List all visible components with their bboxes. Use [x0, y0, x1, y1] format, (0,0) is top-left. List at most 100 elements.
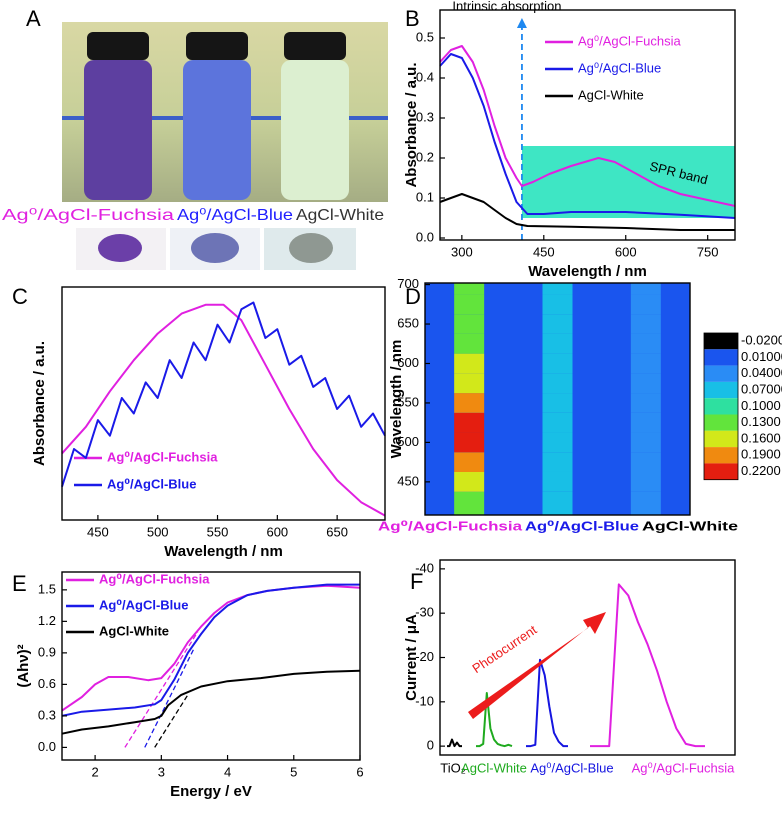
- y-tick-label: 0.2: [416, 149, 434, 164]
- heatmap-cell: [542, 333, 573, 354]
- colorbar-swatch: [704, 447, 738, 464]
- x-tick-label: 500: [147, 524, 169, 539]
- colorbar-label: 0.1000: [741, 398, 781, 413]
- panel-label: E: [12, 571, 27, 596]
- y-tick-label: 0: [427, 738, 434, 753]
- heatmap-cell: [542, 412, 573, 433]
- heatmap-cell: [454, 393, 485, 413]
- x-tick-label: 6: [356, 764, 363, 779]
- heatmap-cell: [630, 393, 661, 413]
- heatmap-cell: [454, 491, 485, 515]
- legend-label: Ag⁰/AgCl-Blue: [107, 476, 196, 491]
- heatmap-cell: [542, 471, 573, 492]
- x-tick-label: 600: [266, 524, 288, 539]
- heatmap-cell: [542, 491, 573, 515]
- tangent-line: [154, 694, 189, 748]
- y-tick-label: 0.3: [38, 707, 56, 722]
- heatmap-cell: [454, 333, 485, 354]
- series-line: [61, 301, 386, 488]
- heatmap-cell: [542, 314, 573, 334]
- legend-label: TiO₂: [440, 760, 466, 775]
- y-tick-label: 500: [397, 434, 419, 449]
- y-tick-label: 1.2: [38, 613, 56, 628]
- heatmap-cell: [630, 412, 661, 433]
- y-tick-label: 0.0: [416, 229, 434, 244]
- x-tick-label: 650: [326, 524, 348, 539]
- heatmap-cell: [454, 452, 485, 472]
- x-tick-label: Ag⁰/AgCl-Blue: [525, 518, 639, 533]
- series-line: [590, 583, 705, 748]
- heatmap-cell: [454, 432, 485, 453]
- legend-label: Ag⁰/AgCl-Fuchsia: [632, 760, 736, 775]
- x-tick-label: 600: [615, 244, 637, 259]
- heatmap-cell: [454, 314, 485, 334]
- y-tick-label: -30: [415, 605, 434, 620]
- tangent-line: [124, 631, 199, 748]
- plot-frame: [439, 9, 736, 241]
- colorbar-swatch: [704, 414, 738, 431]
- y-tick-label: 0.1: [416, 189, 434, 204]
- plot-frame: [61, 571, 361, 761]
- x-axis-title: Wavelength / nm: [164, 543, 283, 560]
- x-tick-label: 450: [533, 244, 555, 259]
- panel-label: D: [405, 284, 421, 309]
- photo-caption: Ag⁰/AgCl-Fuchsia: [2, 207, 174, 224]
- panel-label: B: [405, 6, 420, 31]
- y-tick-label: 0.0: [38, 739, 56, 754]
- spr-band: [521, 146, 735, 218]
- plot-frame: [424, 282, 691, 516]
- series-line: [61, 669, 361, 735]
- y-tick-label: 450: [397, 473, 419, 488]
- heatmap-cell: [630, 432, 661, 453]
- heatmap-cell: [542, 373, 573, 394]
- photo-panel: A Ag⁰/AgCl-Fuchsia Ag⁰/AgCl-Blue AgCl-Wh…: [2, 6, 388, 270]
- colorbar-swatch: [704, 365, 738, 382]
- heatmap-cell: [630, 353, 661, 374]
- heatmap-cell: [630, 294, 661, 315]
- y-tick-label: 550: [397, 394, 419, 409]
- series-line: [476, 692, 513, 748]
- y-tick-label: 0.4: [416, 69, 434, 84]
- vial: [281, 60, 349, 200]
- sample-powder: [289, 233, 333, 263]
- legend-label: Ag⁰/AgCl-Fuchsia: [578, 33, 682, 48]
- heatmap-cell: [630, 333, 661, 354]
- y-axis-title: Absorbance / a.u.: [31, 341, 48, 466]
- heatmap-cell: [454, 294, 485, 315]
- y-tick-label: 600: [397, 355, 419, 370]
- colorbar-label: 0.1900: [741, 447, 781, 462]
- y-tick-label: 0.5: [416, 29, 434, 44]
- plot-frame: [61, 286, 386, 521]
- heatmap-cell: [630, 491, 661, 515]
- x-tick-label: 4: [224, 764, 231, 779]
- vial: [183, 60, 251, 200]
- legend-label: Ag⁰/AgCl-Fuchsia: [99, 571, 210, 586]
- heatmap-cell: [542, 294, 573, 315]
- tangent-line: [144, 647, 196, 748]
- x-tick-label: 550: [207, 524, 229, 539]
- x-tick-label: 2: [91, 764, 98, 779]
- colorbar-label: 0.2200: [741, 463, 781, 478]
- legend-label: Ag⁰/AgCl-Blue: [99, 597, 188, 612]
- y-tick-label: -20: [415, 649, 434, 664]
- annotation: Photocurrent: [469, 622, 539, 676]
- annotation: Intrinsic absorption: [452, 0, 561, 13]
- vial-cap: [284, 32, 346, 60]
- vial-cap: [186, 32, 248, 60]
- photo-caption: Ag⁰/AgCl-Blue: [177, 207, 293, 224]
- y-tick-label: 650: [397, 315, 419, 330]
- y-tick-label: 0.6: [38, 676, 56, 691]
- x-tick-label: 750: [697, 244, 719, 259]
- heatmap-cell: [542, 283, 573, 295]
- y-axis-title: Current / μA: [403, 614, 420, 701]
- series-line: [447, 738, 462, 748]
- y-tick-label: 700: [397, 276, 419, 291]
- colorbar-label: 0.1300: [741, 414, 781, 429]
- y-tick-label: 0.9: [38, 644, 56, 659]
